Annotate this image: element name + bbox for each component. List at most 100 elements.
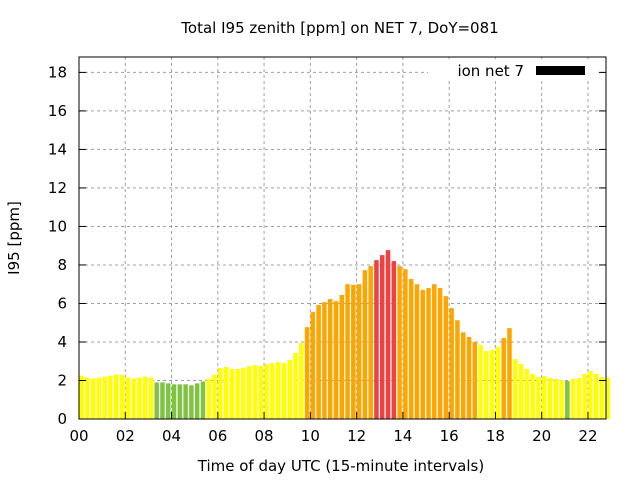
bar xyxy=(432,284,437,419)
grid xyxy=(79,57,606,419)
bar xyxy=(258,366,264,419)
bar xyxy=(310,312,316,419)
bar xyxy=(420,289,425,419)
x-tick-label: 12 xyxy=(347,427,366,445)
bar xyxy=(605,377,611,419)
x-axis-label: Time of day UTC (15-minute intervals) xyxy=(197,457,484,475)
y-tick-label: 2 xyxy=(57,371,67,389)
y-tick-label: 16 xyxy=(48,102,67,120)
x-tick-label: 20 xyxy=(532,427,551,445)
bar xyxy=(137,377,142,419)
bar xyxy=(501,338,506,419)
bar xyxy=(85,377,90,419)
bar xyxy=(513,359,518,419)
bar xyxy=(403,269,408,419)
bar xyxy=(518,364,524,419)
bar xyxy=(333,301,339,419)
plot-frame xyxy=(78,56,607,420)
bar xyxy=(79,375,84,419)
bar xyxy=(553,378,559,419)
y-tick-label: 6 xyxy=(57,294,67,312)
bar xyxy=(437,288,443,419)
bar xyxy=(374,260,379,419)
bar xyxy=(466,336,472,419)
bar xyxy=(96,377,102,419)
bar xyxy=(327,299,333,419)
bar xyxy=(316,305,321,419)
bar xyxy=(576,377,582,419)
bar xyxy=(524,368,530,419)
bar xyxy=(119,374,125,419)
bar xyxy=(246,366,252,419)
bar xyxy=(484,351,489,419)
x-tick-label: 08 xyxy=(255,427,274,445)
bar xyxy=(391,261,397,419)
legend-label: ion net 7 xyxy=(457,62,524,80)
bar xyxy=(131,378,136,419)
bar xyxy=(229,368,235,419)
x-tick-label: 14 xyxy=(393,427,412,445)
bar xyxy=(113,374,119,419)
x-tick-label: 04 xyxy=(162,427,181,445)
bar xyxy=(559,380,564,419)
y-tick-label: 4 xyxy=(57,333,67,351)
bar xyxy=(379,255,385,419)
bar xyxy=(218,367,223,419)
bar xyxy=(351,284,356,419)
bar xyxy=(460,332,466,419)
bar xyxy=(299,343,304,419)
x-tick-label: 00 xyxy=(69,427,88,445)
bar xyxy=(148,377,154,419)
y-tick-label: 10 xyxy=(48,217,67,235)
bar xyxy=(165,383,171,419)
bar xyxy=(223,367,229,419)
bar xyxy=(154,382,159,419)
bar xyxy=(212,374,217,419)
bar xyxy=(356,284,362,419)
bar xyxy=(304,327,310,419)
bar xyxy=(385,250,391,419)
legend: ion net 7 xyxy=(428,59,598,81)
bar xyxy=(426,288,431,419)
bar xyxy=(362,270,368,419)
bar xyxy=(293,352,298,419)
x-tick-label: 16 xyxy=(440,427,459,445)
legend-swatch xyxy=(536,66,585,75)
y-axis-label: I95 [ppm] xyxy=(5,201,23,275)
bar xyxy=(183,384,188,419)
y-tick-label: 8 xyxy=(57,256,67,274)
y-tick-label: 14 xyxy=(48,140,67,158)
bar xyxy=(200,381,206,419)
bar xyxy=(264,364,269,419)
bar xyxy=(478,345,483,419)
bar xyxy=(414,284,420,419)
bar xyxy=(160,382,165,419)
bar xyxy=(241,367,246,419)
bar xyxy=(541,376,547,419)
bar xyxy=(252,365,258,419)
bar xyxy=(536,377,541,419)
bar xyxy=(593,373,599,419)
bar xyxy=(339,294,345,419)
legend-background xyxy=(428,59,598,81)
bar xyxy=(322,302,327,419)
x-tick-label: 22 xyxy=(578,427,597,445)
bar xyxy=(449,308,454,419)
bar xyxy=(194,383,200,419)
bar xyxy=(235,368,240,419)
bar xyxy=(507,328,512,419)
x-tick-label: 18 xyxy=(486,427,505,445)
bar xyxy=(599,377,605,419)
y-tick-label: 18 xyxy=(48,63,67,81)
bar xyxy=(108,375,113,419)
bar xyxy=(368,266,373,419)
y-tick-label: 0 xyxy=(57,410,67,428)
bar xyxy=(588,371,593,419)
x-tick-label: 06 xyxy=(208,427,227,445)
bar xyxy=(495,346,501,419)
x-tick-label: 02 xyxy=(116,427,135,445)
bar xyxy=(397,266,402,419)
bar xyxy=(455,320,460,419)
